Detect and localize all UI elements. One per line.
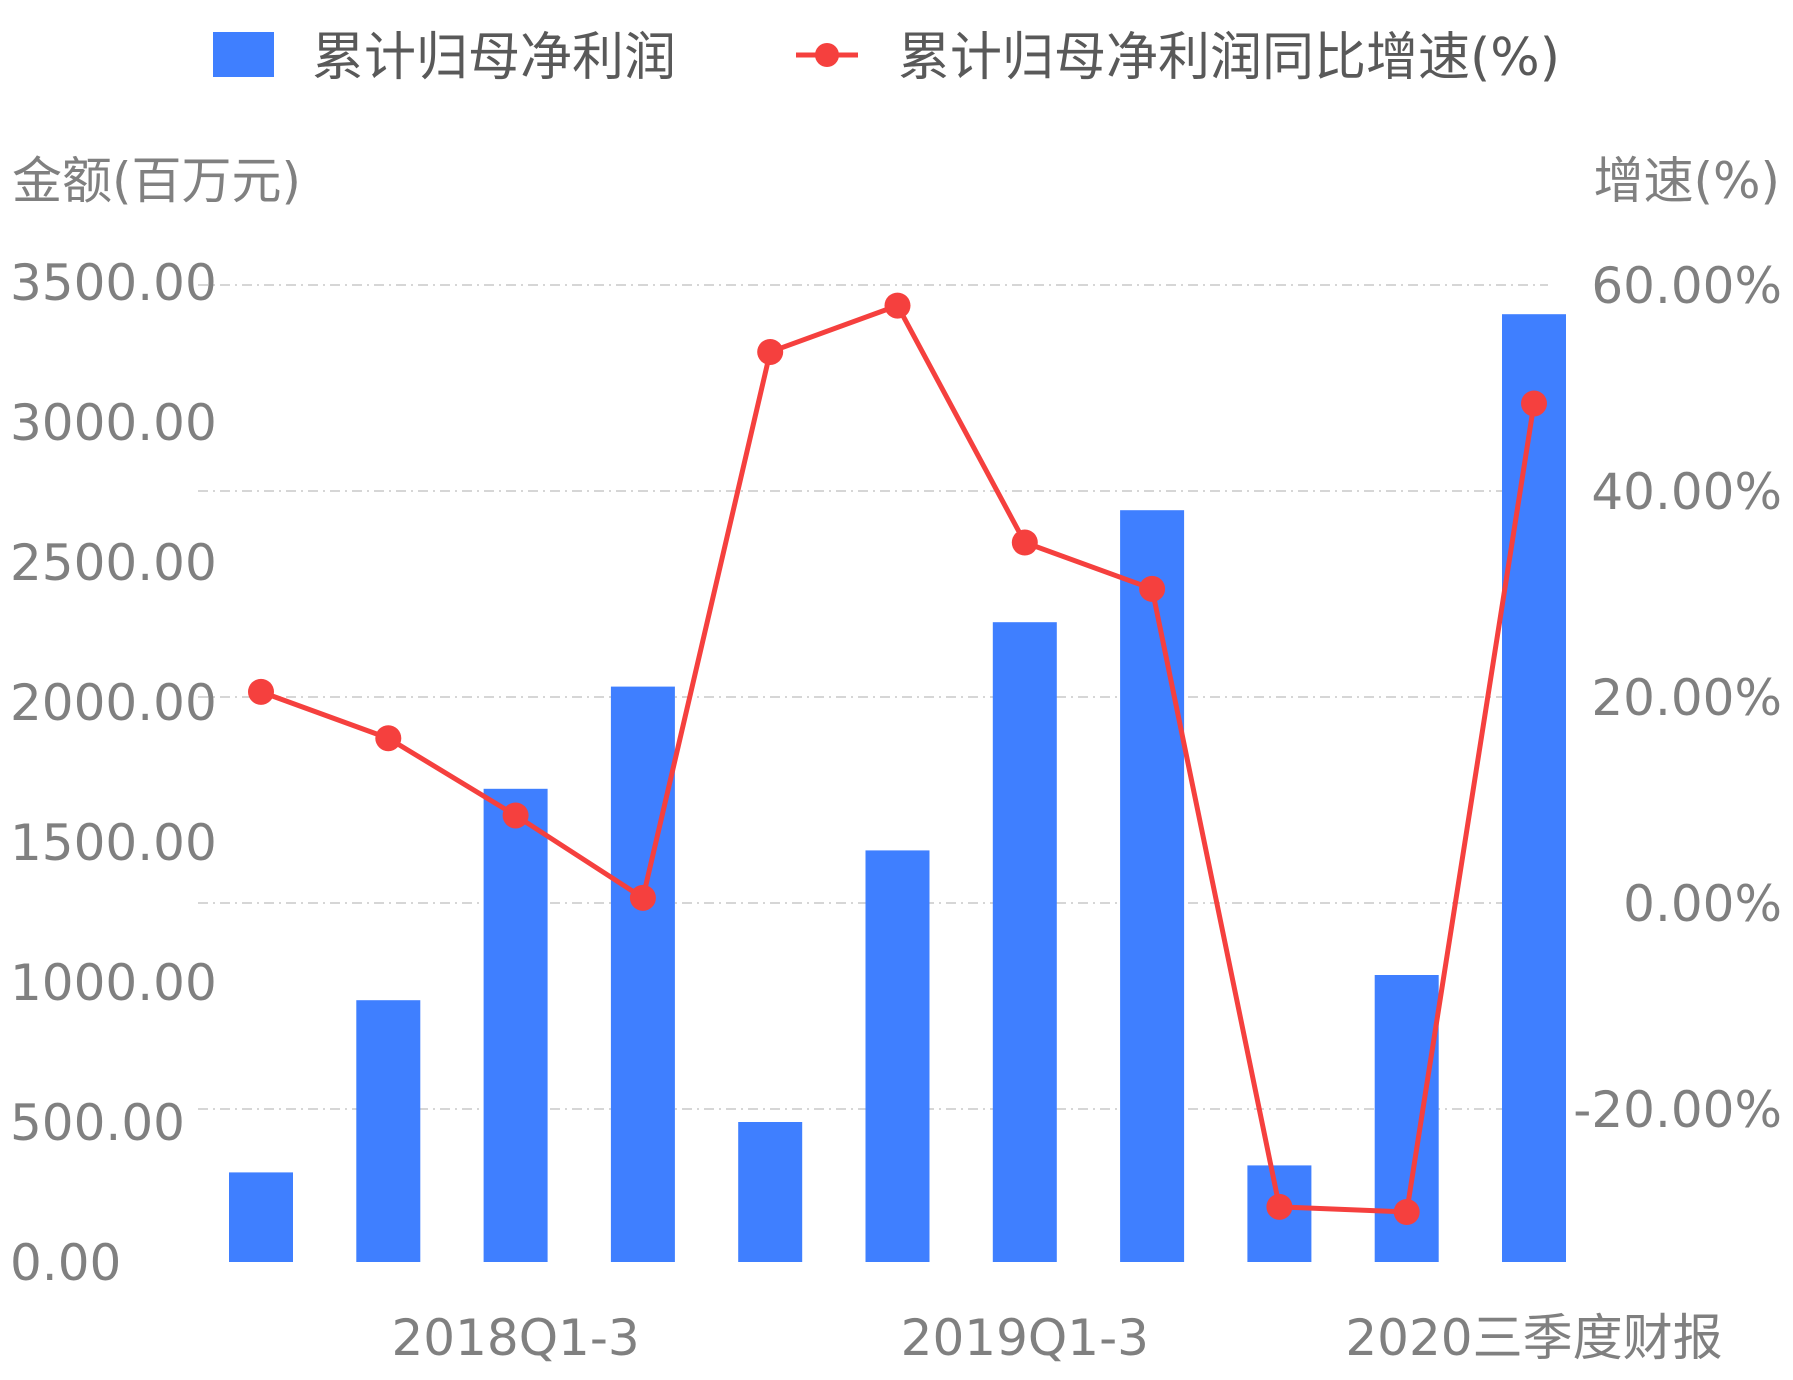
line-point: [248, 678, 274, 705]
y-right-axis-title: 增速(%): [1593, 152, 1780, 210]
y-right-tick-labels: -20.00% 0.00% 20.00% 40.00% 60.00%: [1573, 257, 1782, 1139]
y-left-axis-title: 金额(百万元): [12, 152, 301, 210]
y-left-tick-labels: 0.00 500.00 1000.00 1500.00 2000.00 2500.00 30…: [10, 254, 217, 1292]
line-point: [1139, 575, 1166, 602]
y-left-tick-label: 3000.00: [10, 394, 217, 452]
y-right-tick-label: 20.00%: [1591, 669, 1782, 727]
bar: [992, 622, 1057, 1262]
line-point: [1393, 1199, 1420, 1225]
y-left-tick-label: 1500.00: [10, 814, 217, 872]
bar: [610, 686, 675, 1262]
bar: [738, 1122, 803, 1262]
y-left-tick-label: 3500.00: [10, 254, 217, 312]
line-point: [1266, 1193, 1293, 1220]
y-left-tick-label: 1000.00: [10, 954, 217, 1012]
line-point: [375, 725, 402, 752]
y-left-tick-label: 2000.00: [10, 674, 217, 732]
line-point: [1521, 390, 1547, 417]
bar: [1502, 314, 1566, 1262]
bar-series: [229, 314, 1566, 1262]
legend-line-label: 累计归母净利润同比增速(%): [898, 28, 1560, 88]
y-left-tick-label: 500.00: [10, 1094, 185, 1152]
x-tick-label: 2019Q1-3: [901, 1309, 1149, 1367]
line-point: [1011, 529, 1038, 556]
bar: [865, 850, 930, 1262]
bar: [483, 788, 548, 1262]
line-point: [502, 802, 529, 829]
y-right-tick-label: 0.00%: [1623, 875, 1782, 933]
y-right-tick-label: 60.00%: [1591, 257, 1782, 315]
x-tick-label: 2020三季度财报: [1345, 1309, 1722, 1367]
y-left-tick-label: 2500.00: [10, 534, 217, 592]
bar: [1120, 510, 1185, 1262]
line-point: [757, 338, 784, 365]
line-point: [629, 884, 656, 911]
bar: [356, 1000, 421, 1262]
legend-line-marker: [815, 43, 839, 67]
legend: 累计归母净利润 累计归母净利润同比增速(%): [213, 28, 1560, 88]
x-tick-label: 2018Q1-3: [391, 1309, 639, 1367]
legend-bar-swatch: [213, 32, 274, 77]
x-tick-labels: 2018Q1-3 2019Q1-3 2020三季度财报: [391, 1309, 1722, 1367]
bar: [229, 1172, 293, 1262]
y-left-tick-label: 0.00: [10, 1234, 121, 1292]
legend-bar-label: 累计归母净利润: [312, 28, 676, 88]
y-right-tick-label: 40.00%: [1591, 463, 1782, 521]
line-point: [884, 292, 911, 319]
line-series: [248, 292, 1547, 1225]
y-right-tick-label: -20.00%: [1573, 1081, 1782, 1139]
